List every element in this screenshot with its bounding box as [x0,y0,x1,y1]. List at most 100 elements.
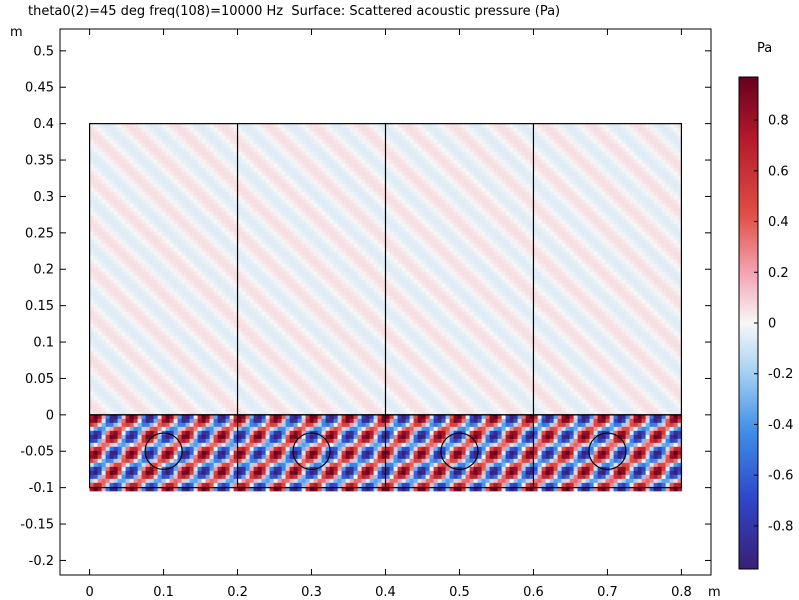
field-cell [413,199,419,205]
field-cell [641,135,647,141]
field-cell [513,159,519,165]
field-cell [513,191,519,197]
field-cell [445,159,451,165]
field-cell [641,139,647,145]
field-cell [289,199,295,205]
field-cell [333,223,339,229]
field-cell [357,171,363,177]
field-cell [201,151,207,157]
field-cell [461,203,467,209]
field-cell [513,167,519,173]
field-cell [513,131,519,137]
field-cell [525,203,531,209]
field-cell [497,239,503,245]
field-cell [425,215,431,221]
field-cell [577,211,583,217]
field-cell [217,223,223,229]
field-cell [249,167,255,173]
field-cell [177,207,183,213]
field-cell [329,251,335,257]
field-cell [253,187,259,193]
field-cell [117,143,123,149]
field-cell [585,155,591,161]
field-cell [497,231,503,237]
field-cell [553,147,559,153]
field-cell [201,143,207,149]
field-cell [393,143,399,149]
field-cell [201,171,207,177]
field-cell [261,135,267,141]
field-cell [421,163,427,169]
field-cell [573,151,579,157]
field-cell [513,255,519,261]
field-cell [665,203,671,209]
field-cell [177,195,183,201]
field-cell [217,167,223,173]
field-cell [117,243,123,249]
field-cell [481,187,487,193]
field-cell [197,195,203,201]
field-cell [373,123,379,129]
field-cell [273,159,279,165]
field-cell [433,175,439,181]
field-cell [149,251,155,257]
field-cell [181,243,187,249]
field-cell [345,223,351,229]
field-cell [617,131,623,137]
field-cell [433,251,439,257]
field-cell [453,231,459,237]
field-cell [457,231,463,237]
field-cell [649,235,655,241]
field-cell [197,175,203,181]
field-cell [549,171,555,177]
field-cell [273,215,279,221]
field-cell [501,187,507,193]
field-cell [261,183,267,189]
field-cell [545,155,551,161]
field-cell [537,147,543,153]
field-cell [161,175,167,181]
field-cell [193,195,199,201]
field-cell [393,155,399,161]
field-cell [177,131,183,137]
field-cell [333,139,339,145]
field-cell [205,155,211,161]
field-cell [573,147,579,153]
field-cell [137,147,143,153]
field-cell [469,159,475,165]
field-cell [529,207,535,213]
field-cell [301,215,307,221]
field-cell [389,123,395,129]
field-cell [609,203,615,209]
field-cell [285,139,291,145]
field-cell [501,159,507,165]
field-cell [409,139,415,145]
field-cell [481,231,487,237]
field-cell [141,195,147,201]
field-cell [213,131,219,137]
field-cell [457,139,463,145]
field-cell [373,235,379,241]
field-cell [217,183,223,189]
field-cell [573,143,579,149]
field-cell [105,131,111,137]
field-cell [233,195,239,201]
field-cell [497,131,503,137]
field-cell [125,227,131,233]
field-cell [617,139,623,145]
field-cell [649,151,655,157]
field-cell [277,223,283,229]
field-cell [573,175,579,181]
field-cell [489,207,495,213]
field-cell [653,163,659,169]
field-cell [317,243,323,249]
field-cell [269,175,275,181]
field-cell [289,231,295,237]
field-cell [217,147,223,153]
field-cell [141,187,147,193]
field-cell [149,131,155,137]
field-cell [257,195,263,201]
field-cell [577,175,583,181]
field-cell [317,251,323,257]
field-cell [197,147,203,153]
